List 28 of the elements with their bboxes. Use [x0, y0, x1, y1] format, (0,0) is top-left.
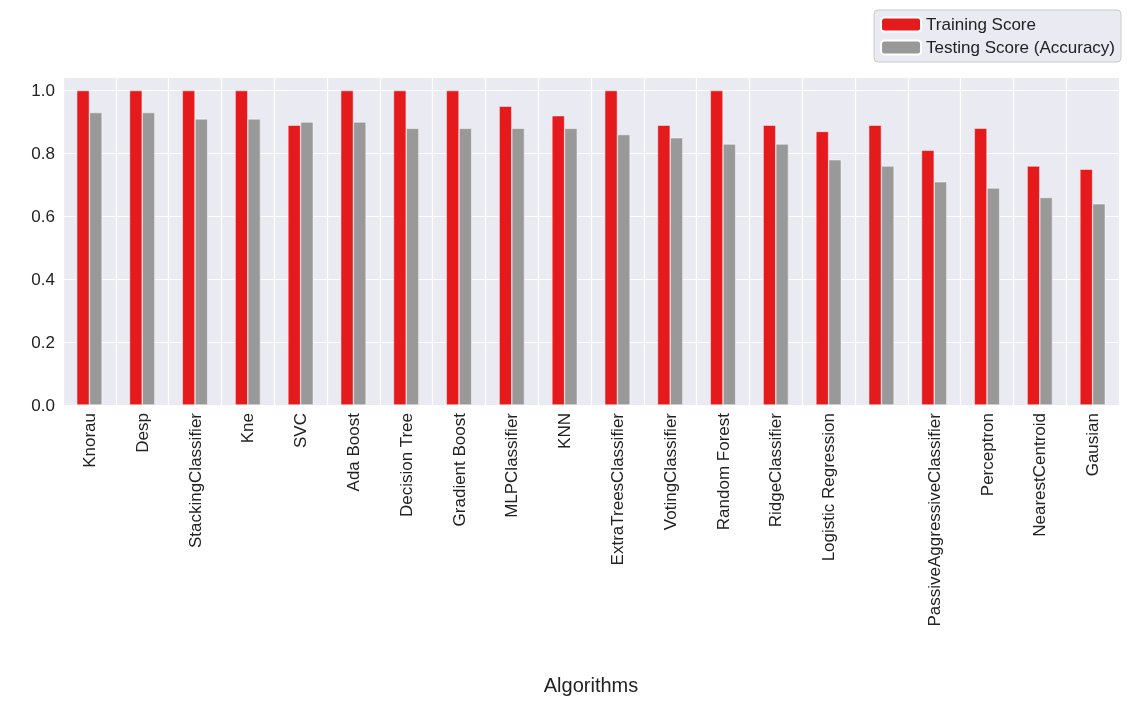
- y-tick-label: 0.8: [31, 143, 55, 163]
- x-tick-label: SVC: [291, 413, 311, 448]
- x-axis-title: Algorithms: [543, 674, 639, 696]
- x-tick-label: KNN: [555, 413, 575, 449]
- x-tick-label: RidgeClassifier: [766, 412, 786, 528]
- x-tick-label: Random Forest: [713, 412, 733, 531]
- x-tick-label: Desp: [132, 413, 152, 453]
- x-tick-label: Perceptron: [977, 413, 997, 497]
- x-tick-label: Decision Tree: [396, 413, 416, 517]
- x-tick-label: Gausian: [1083, 413, 1103, 477]
- x-tick-label: StackingClassifier: [185, 412, 205, 549]
- y-tick-label: 1.0: [31, 81, 55, 101]
- x-tick-label: ExtraTreesClassifier: [607, 412, 627, 566]
- x-tick-label: Knorau: [79, 413, 99, 468]
- x-tick-label: NearestCentroid: [1030, 413, 1050, 537]
- x-tick-label: Gradient Boost: [449, 412, 469, 527]
- x-tick-label: Logistic Regression: [819, 413, 839, 562]
- x-tick-label: Ada Boost: [343, 412, 363, 492]
- y-tick-label: 0.6: [31, 206, 55, 226]
- legend-label: Testing Score (Accuracy): [926, 38, 1115, 57]
- x-tick-label: VotingClassifier: [660, 412, 680, 531]
- x-tick-label: MLPClassifier: [502, 412, 522, 518]
- y-tick-label: 0.0: [31, 395, 55, 415]
- x-tick-label: Kne: [238, 413, 258, 444]
- y-tick-label: 0.2: [31, 332, 55, 352]
- legend-label: Training Score: [926, 15, 1036, 34]
- x-tick-label: PassiveAggressiveClassifier: [924, 412, 944, 627]
- y-tick-label: 0.4: [31, 269, 55, 289]
